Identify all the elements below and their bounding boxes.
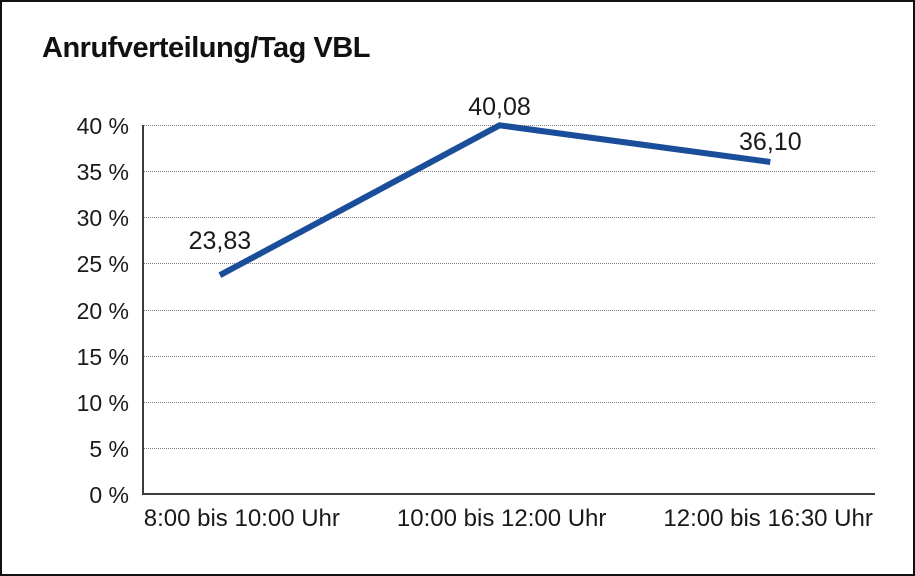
data-point-label: 40,08 <box>468 93 531 122</box>
y-tick-label: 40 % <box>76 113 129 139</box>
chart-title: Anrufverteilung/Tag VBL <box>42 32 370 64</box>
x-axis-line <box>142 493 875 495</box>
y-tick-label: 10 % <box>76 389 129 416</box>
gridline <box>143 401 875 403</box>
gridline <box>143 309 875 311</box>
gridline <box>143 263 875 265</box>
gridline <box>143 355 875 357</box>
gridline <box>143 447 875 449</box>
y-tick-label: 20 % <box>76 297 129 324</box>
data-point-label: 23,83 <box>188 227 252 256</box>
x-category-label: 8:00 bis 10:00 Uhr <box>143 505 340 532</box>
line-series-path <box>218 122 771 278</box>
y-tick-label: 5 % <box>89 435 129 462</box>
y-tick-label: 25 % <box>76 251 129 278</box>
gridline <box>143 171 875 173</box>
gridline <box>143 217 875 219</box>
data-point-label: 36,10 <box>739 127 802 156</box>
y-tick-label: 30 % <box>76 205 129 232</box>
x-category-label: 12:00 bis 16:30 Uhr <box>663 505 873 532</box>
y-axis-line <box>142 125 144 495</box>
y-tick-label: 0 % <box>89 482 129 508</box>
y-tick-label: 15 % <box>76 343 129 370</box>
x-category-label: 10:00 bis 12:00 Uhr <box>396 505 607 532</box>
y-tick-label: 35 % <box>76 159 129 186</box>
